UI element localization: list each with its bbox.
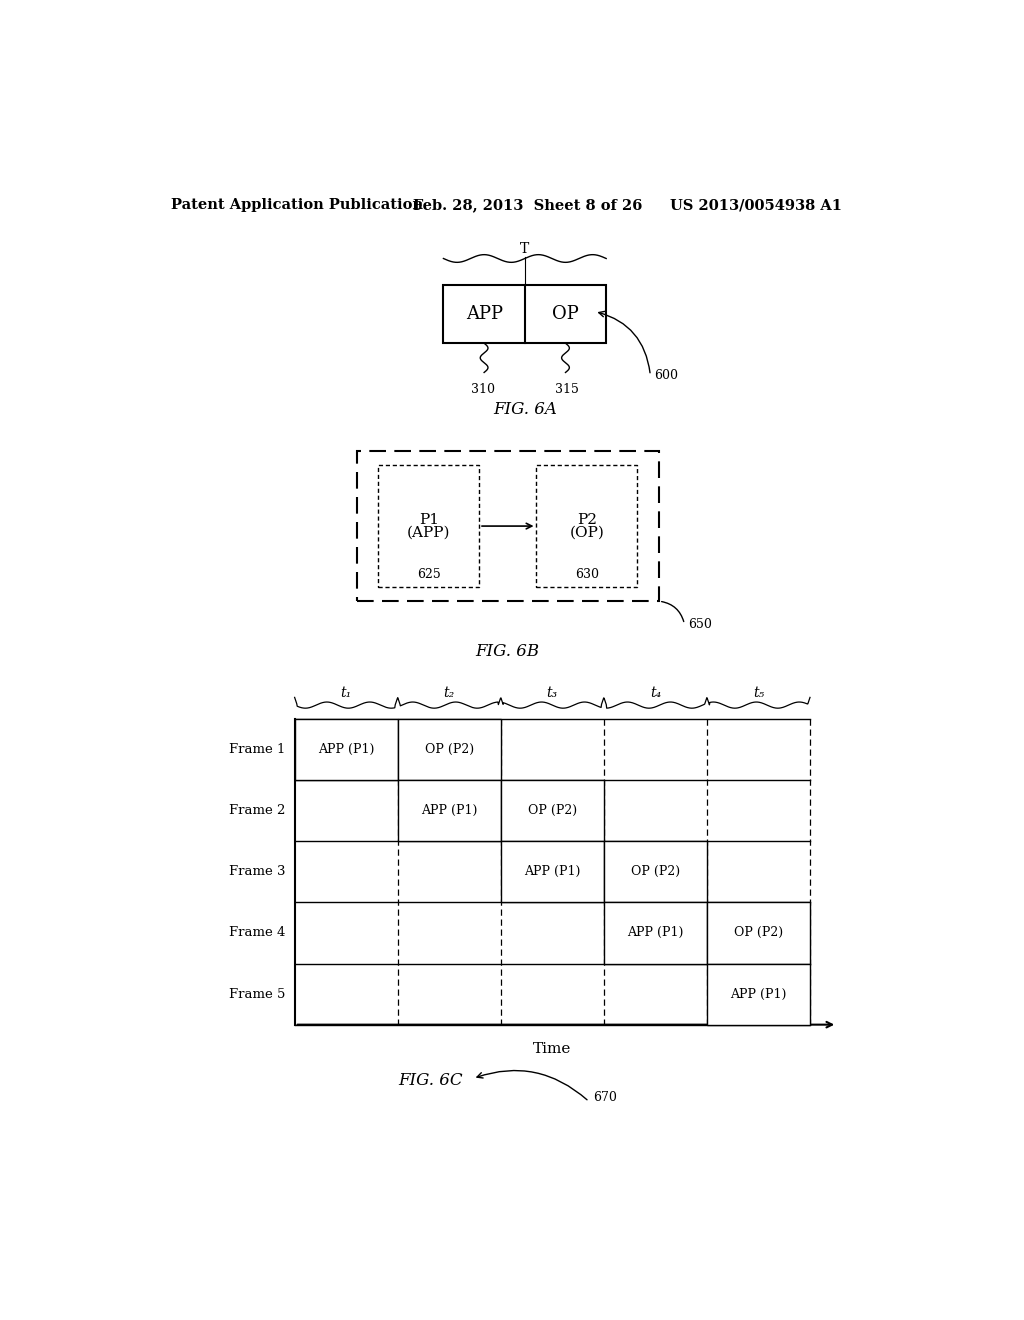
Text: 315: 315 (555, 383, 579, 396)
Text: Frame 4: Frame 4 (229, 927, 286, 940)
Text: FIG. 6B: FIG. 6B (476, 644, 540, 660)
Text: APP (P1): APP (P1) (524, 866, 581, 878)
Text: (OP): (OP) (569, 525, 604, 540)
Bar (501, 780, 604, 841)
Text: Time: Time (534, 1041, 571, 1056)
Bar (378, 465, 479, 587)
Text: Frame 5: Frame 5 (229, 987, 286, 1001)
Text: APP: APP (466, 305, 503, 323)
Text: OP (P2): OP (P2) (425, 743, 474, 756)
Text: Frame 1: Frame 1 (229, 743, 286, 756)
Text: APP (P1): APP (P1) (318, 743, 375, 756)
Text: OP: OP (552, 305, 579, 323)
Text: t₅: t₅ (753, 686, 764, 700)
Text: APP (P1): APP (P1) (421, 804, 477, 817)
Text: (APP): (APP) (407, 525, 451, 540)
Text: 650: 650 (688, 618, 713, 631)
Text: 630: 630 (574, 569, 599, 582)
Text: OP (P2): OP (P2) (631, 866, 680, 878)
Text: P2: P2 (577, 513, 597, 527)
Text: 600: 600 (654, 370, 678, 381)
Text: 670: 670 (593, 1092, 616, 1105)
Bar (604, 903, 707, 964)
Text: FIG. 6C: FIG. 6C (398, 1072, 463, 1089)
Bar (707, 964, 810, 1024)
Bar (604, 841, 707, 903)
Bar (707, 903, 810, 964)
Text: t₂: t₂ (443, 686, 455, 700)
Bar (537, 465, 637, 587)
Bar (295, 719, 397, 780)
Text: t₁: t₁ (341, 686, 352, 700)
Text: t₄: t₄ (650, 686, 662, 700)
Text: OP (P2): OP (P2) (527, 804, 577, 817)
Text: 625: 625 (417, 569, 440, 582)
Bar (356, 451, 658, 601)
Bar (397, 719, 501, 780)
Text: FIG. 6A: FIG. 6A (493, 401, 557, 418)
Text: Frame 2: Frame 2 (229, 804, 286, 817)
Text: t₃: t₃ (547, 686, 558, 700)
Text: T: T (520, 242, 529, 256)
Text: P1: P1 (419, 513, 438, 527)
Text: APP (P1): APP (P1) (730, 987, 786, 1001)
Text: US 2013/0054938 A1: US 2013/0054938 A1 (671, 198, 843, 213)
Text: OP (P2): OP (P2) (734, 927, 783, 940)
Bar (501, 841, 604, 903)
Text: Patent Application Publication: Patent Application Publication (171, 198, 423, 213)
Text: Feb. 28, 2013  Sheet 8 of 26: Feb. 28, 2013 Sheet 8 of 26 (414, 198, 643, 213)
Text: Frame 3: Frame 3 (228, 866, 286, 878)
Text: APP (P1): APP (P1) (627, 927, 684, 940)
Bar (397, 780, 501, 841)
Bar (443, 285, 606, 343)
Text: 310: 310 (471, 383, 495, 396)
